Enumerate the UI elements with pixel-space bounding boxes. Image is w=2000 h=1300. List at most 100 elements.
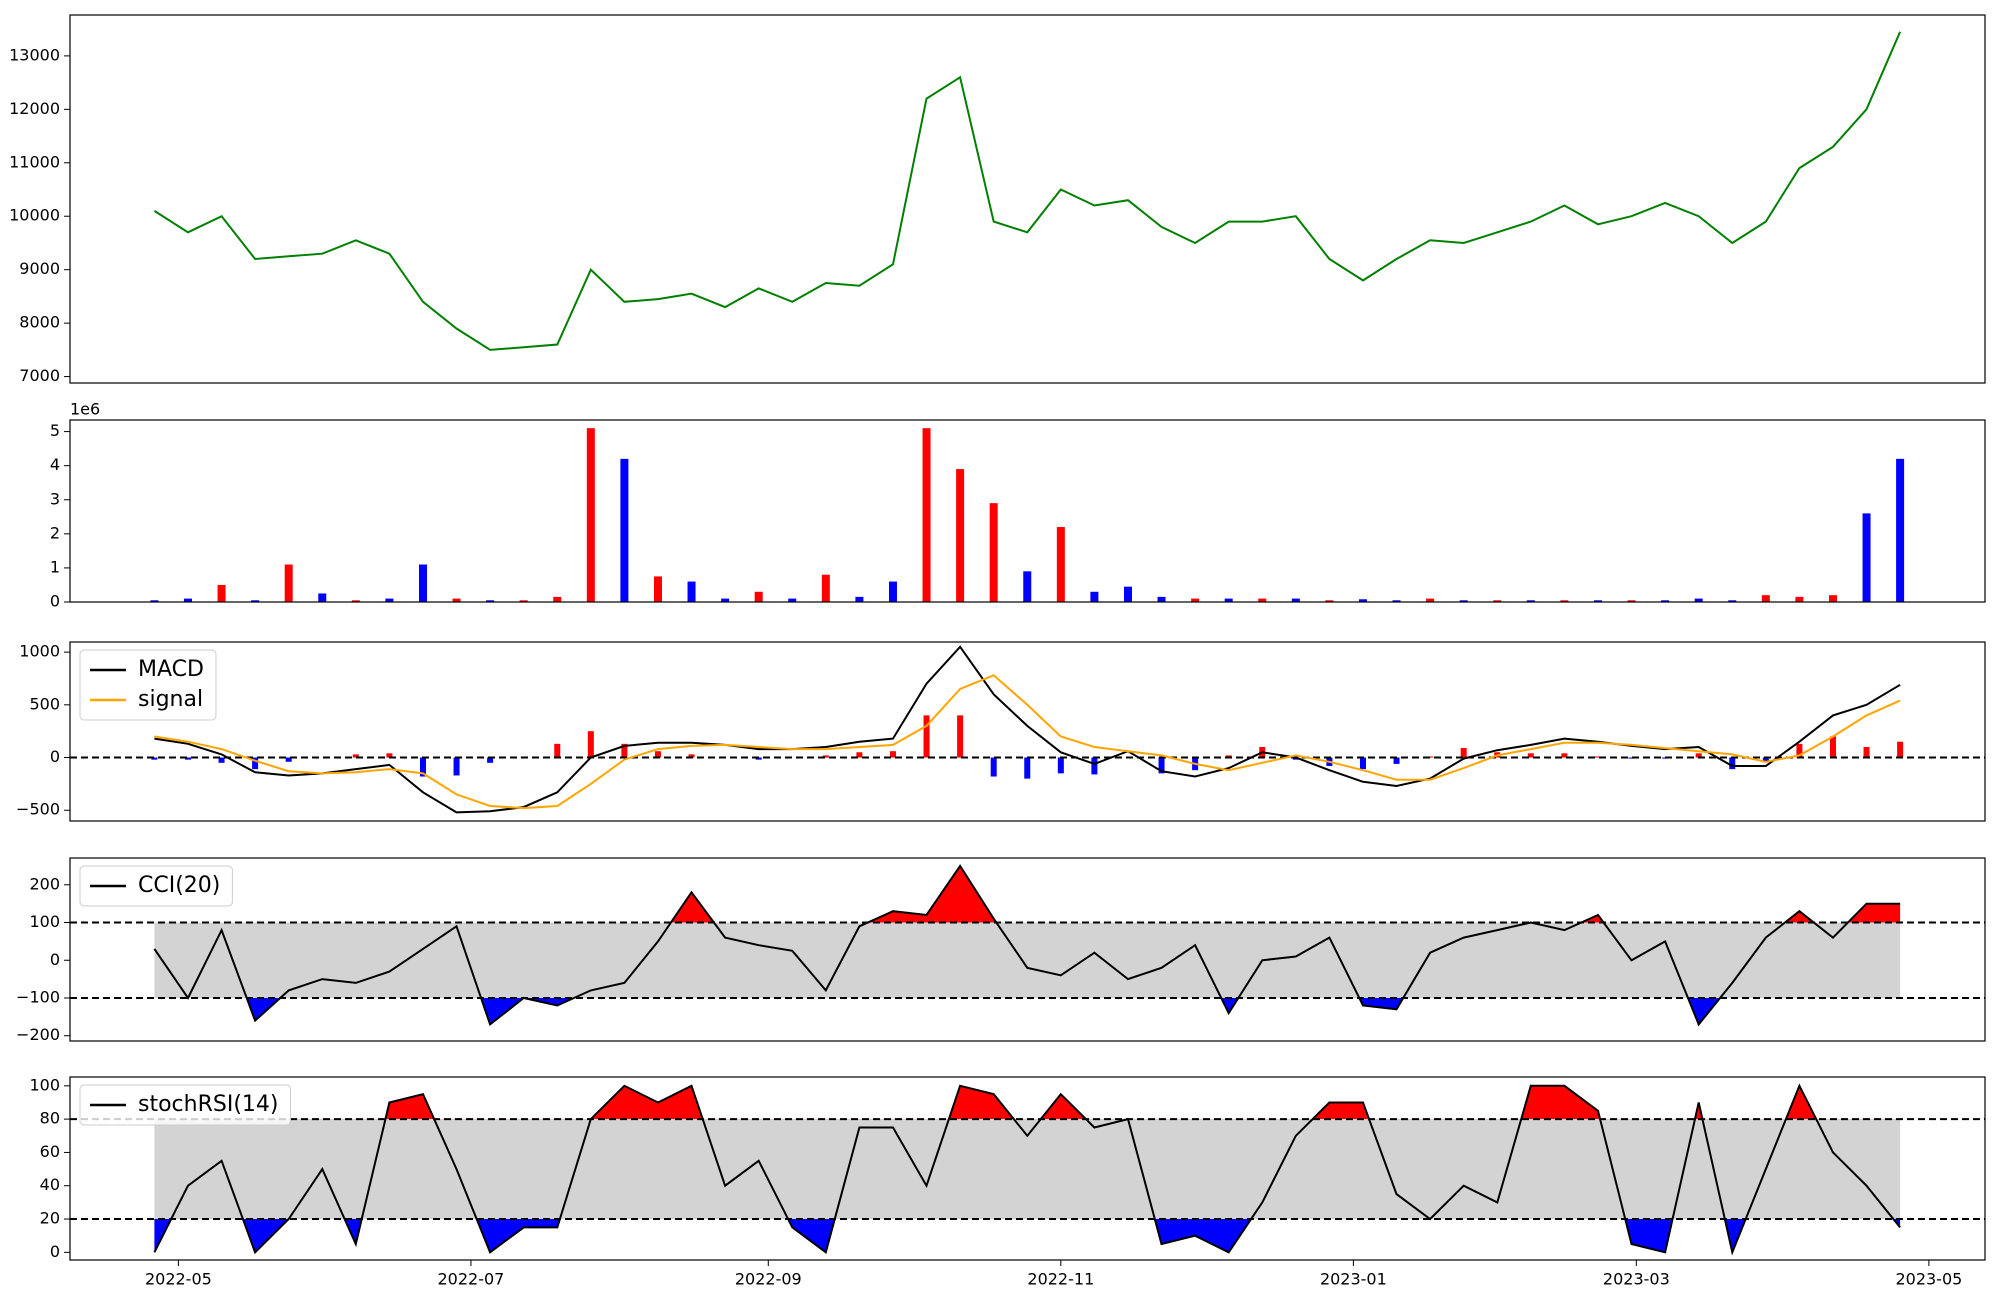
data-line [153,31,1902,351]
axes-frame [69,1076,1986,1261]
histogram-bar [1594,756,1601,758]
volume-bar [620,458,629,602]
x-tick-label: 2022-11 [1027,1270,1094,1289]
volume-bar [1493,600,1502,602]
neutral-band [154,1119,1901,1220]
axes-frame [69,419,1986,603]
y-tick-label: 0 [50,747,60,766]
histogram-bar [1158,757,1165,774]
data-line [153,1083,1901,1256]
histogram-bar [755,757,762,760]
data-line [153,864,1901,1027]
volume-bar [1358,599,1367,602]
axes-frame [69,857,1986,1042]
histogram-bar [990,757,997,777]
volume-bar [1258,598,1267,602]
x-tick-label: 2022-09 [735,1270,802,1289]
histogram-bar [1829,736,1836,758]
x-tick-label: 2023-03 [1603,1270,1670,1289]
volume-bar [284,564,293,602]
volume-bar [150,600,159,602]
histogram-bar [453,757,460,776]
histogram-bar [1460,748,1467,758]
histogram-bar [1561,753,1568,758]
volume-bar [1090,591,1099,602]
volume-bar [418,564,427,602]
volume-bar [1694,598,1703,602]
histogram-bar [1729,757,1736,770]
volume-bar [1728,600,1737,602]
y-tick-label: 20 [40,1209,60,1228]
x-tick-label: 2022-07 [438,1270,505,1289]
y-tick-label: 11000 [9,152,60,171]
y-tick-label: 500 [29,694,60,713]
histogram-bar [487,757,494,763]
histogram-bar [285,757,292,762]
volume-bar [855,596,864,602]
volume-bar [1325,600,1334,602]
histogram-bar [184,757,191,760]
volume-bar [721,598,730,602]
histogram-bar [1359,757,1366,770]
volume-bar [821,574,830,602]
histogram-bar [1225,755,1232,758]
histogram-bar [1057,757,1064,774]
histogram-bar [1863,746,1870,758]
legend-label: signal [138,687,203,712]
volume-bar [1862,513,1871,602]
volume-bar [1392,600,1401,602]
y-tick-label: 13000 [9,45,60,64]
histogram-bar [889,751,896,758]
volume-bar [1761,595,1770,602]
histogram-bar [923,715,930,758]
histogram-bar [1897,741,1904,758]
y-tick-label: 200 [29,874,60,893]
volume-bar [452,598,461,602]
y-tick-label: 12000 [9,99,60,118]
y-tick-label: 3 [50,489,60,508]
volume-bar [1291,598,1300,602]
legend-box [79,649,217,721]
histogram-bar [957,715,964,758]
panel: −200 −100 0 100 200 CCI(20) [16,857,1986,1044]
y-tick-label: 1000 [19,642,60,661]
volume-bar [888,581,897,602]
oversold-fill [154,997,1901,1025]
histogram-bar [1762,757,1769,762]
x-tick-label: 2023-05 [1895,1270,1962,1289]
volume-bar [1661,600,1670,602]
volume-bar [1560,600,1569,602]
oversold-fill [154,1219,1901,1253]
y-tick-label: 100 [29,912,60,931]
axis-offset-label: 1e6 [70,400,100,419]
histogram-bar [419,757,426,777]
volume-bar [1157,596,1166,602]
y-tick-label: 4 [50,455,60,474]
legend: CCI(20) [79,865,233,907]
y-tick-label: 5 [50,421,60,440]
histogram-bar [1628,757,1635,759]
volume-bar [1593,600,1602,602]
x-tick-label: 2023-01 [1320,1270,1387,1289]
volume-bar [989,503,998,602]
histogram-bar [151,757,158,760]
overbought-fill [670,865,1901,923]
volume-bar [1191,598,1200,602]
y-tick-label: −500 [16,800,60,819]
y-tick-label: 8000 [19,313,60,332]
volume-bar [251,600,260,602]
legend-label: CCI(20) [138,873,220,898]
y-tick-label: 7000 [19,366,60,385]
volume-bar [385,598,394,602]
volume-bar [1056,527,1065,602]
volume-bar [1795,596,1804,602]
y-tick-label: 9000 [19,259,60,278]
volume-bar [586,428,595,602]
volume-bar [1627,600,1636,602]
y-tick-label: 0 [50,1242,60,1261]
volume-bar [217,584,226,602]
histogram-bar [1527,753,1534,758]
y-tick-label: 40 [40,1175,60,1194]
legend: MACD signal [79,649,217,721]
